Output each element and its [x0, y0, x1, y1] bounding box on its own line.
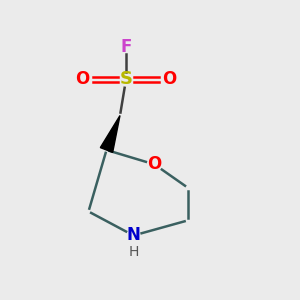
Text: O: O: [147, 155, 162, 173]
Text: N: N: [127, 226, 140, 244]
Polygon shape: [100, 116, 120, 152]
Text: F: F: [120, 38, 132, 56]
Text: H: H: [128, 245, 139, 259]
Text: S: S: [119, 70, 133, 88]
Text: O: O: [162, 70, 177, 88]
Text: O: O: [75, 70, 90, 88]
